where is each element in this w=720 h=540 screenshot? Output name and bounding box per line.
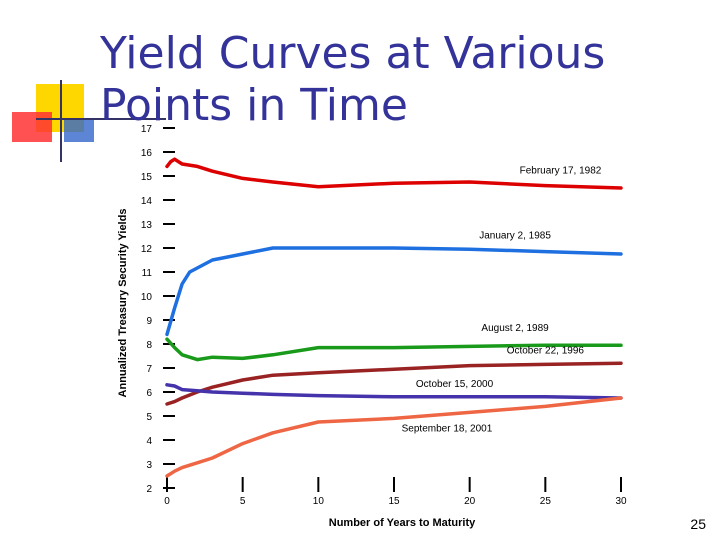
series-line (165, 396, 623, 478)
x-tick-label: 0 (164, 496, 170, 507)
slide-title: Yield Curves at Various Points in Time (100, 28, 606, 131)
series-line (165, 246, 623, 337)
page-number: 25 (690, 516, 706, 532)
y-tick-label: 5 (146, 412, 152, 423)
series-line (165, 361, 623, 406)
y-tick-label: 2 (146, 484, 152, 495)
series-line (165, 337, 623, 362)
deco-blue-square (64, 118, 94, 142)
x-axis: 0 5 10 15 20 25 30 (164, 477, 627, 507)
y-tick-label: 8 (146, 340, 152, 351)
y-tick-label: 17 (141, 124, 153, 135)
y-tick-label: 10 (141, 292, 153, 303)
series-label: October 22, 1996 (507, 346, 585, 357)
y-tick-label: 9 (146, 316, 152, 327)
series-lines (165, 157, 623, 478)
x-tick-label: 15 (388, 496, 400, 507)
deco-red-square (12, 112, 52, 142)
y-tick-label: 15 (141, 172, 153, 183)
series-label: October 15, 2000 (416, 379, 494, 390)
series-labels: February 17, 1982 January 2, 1985 August 2… (402, 166, 602, 435)
x-axis-title: Number of Years to Maturity (329, 517, 476, 529)
y-tick-label: 14 (141, 196, 153, 207)
x-tick-label: 30 (615, 496, 627, 507)
series-label: January 2, 1985 (479, 230, 551, 241)
x-tick-label: 5 (240, 496, 246, 507)
x-tick-label: 10 (313, 496, 325, 507)
y-axis: 2 3 4 5 6 7 8 9 10 11 12 13 14 15 16 17 (141, 124, 175, 495)
x-tick-label: 25 (540, 496, 552, 507)
x-tick-label: 20 (464, 496, 476, 507)
series-label: August 2, 1989 (481, 323, 549, 334)
deco-vertical-line (60, 80, 62, 162)
y-tick-label: 6 (146, 388, 152, 399)
series-line (165, 157, 623, 190)
y-tick-label: 11 (142, 268, 153, 279)
y-tick-label: 13 (141, 220, 153, 231)
y-tick-label: 16 (141, 148, 153, 159)
y-tick-label: 4 (146, 436, 152, 447)
series-label: September 18, 2001 (402, 424, 493, 435)
y-axis-title: Annualized Treasury Security Yields (117, 209, 129, 398)
y-tick-label: 3 (146, 460, 152, 471)
deco-horizontal-line (36, 118, 166, 120)
y-tick-label: 7 (146, 364, 152, 375)
series-line (165, 383, 623, 400)
y-tick-label: 12 (141, 244, 153, 255)
series-label: February 17, 1982 (520, 166, 602, 177)
